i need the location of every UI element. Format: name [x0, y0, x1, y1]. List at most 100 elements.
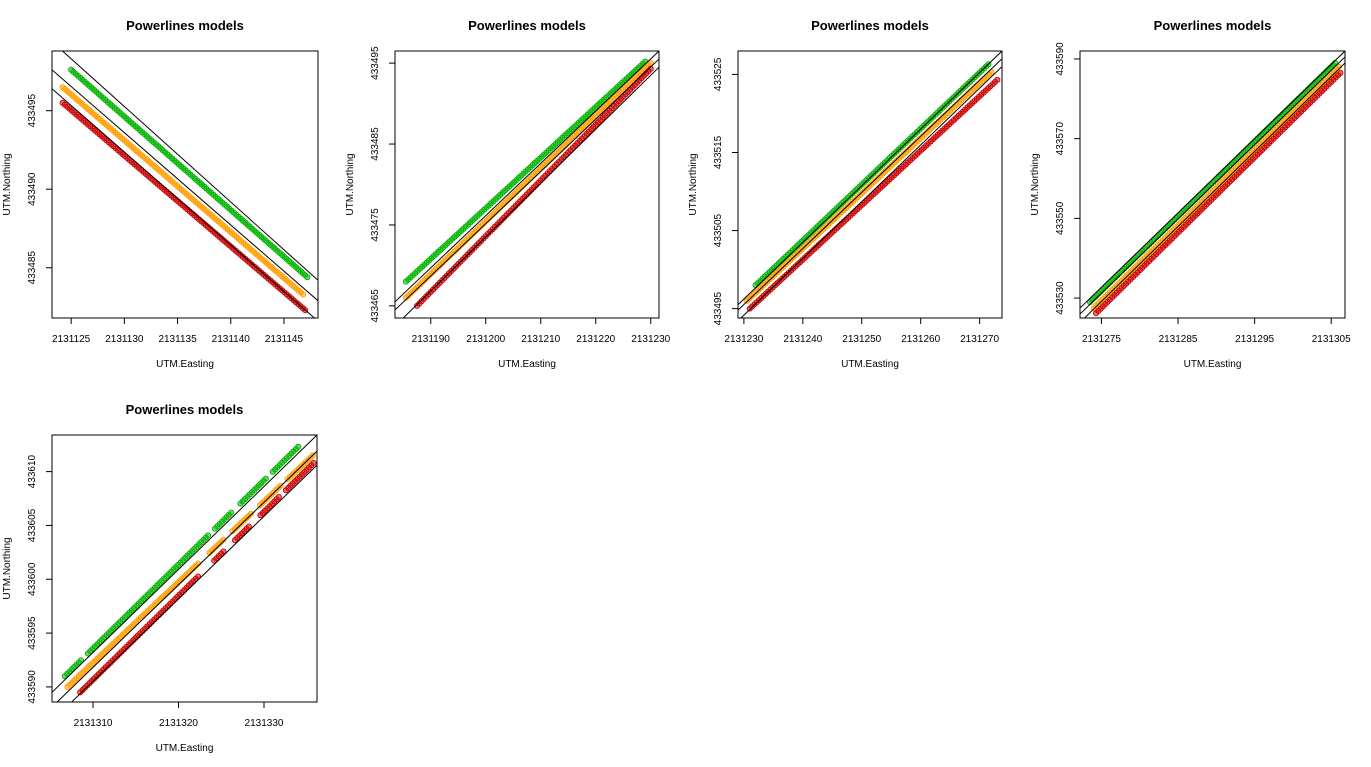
x-tick-label: 2131200 — [466, 334, 505, 345]
plot-frame — [1079, 50, 1346, 319]
plot-area — [52, 51, 318, 318]
series-green — [402, 58, 649, 285]
chart-title: Powerlines models — [126, 18, 244, 33]
x-tick-label: 2131145 — [265, 334, 304, 345]
y-tick-label: 433550 — [1055, 201, 1066, 235]
plot-frame — [394, 50, 660, 319]
data-point — [647, 60, 654, 67]
chart-title: Powerlines models — [811, 18, 929, 33]
x-tick-label: 2131210 — [521, 334, 560, 345]
series-green — [68, 66, 311, 281]
x-tick-label: 2131260 — [901, 334, 940, 345]
x-tick-label: 2131295 — [1235, 334, 1274, 345]
y-axis-label: UTM.Northing — [345, 153, 356, 215]
data-point — [262, 475, 269, 482]
chart-title: Powerlines models — [468, 18, 586, 33]
x-tick-label: 2131330 — [245, 718, 284, 729]
x-tick-label: 2131125 — [52, 334, 91, 345]
x-tick-label: 2131230 — [631, 334, 670, 345]
series-orange — [64, 452, 316, 690]
model-line — [395, 58, 659, 311]
y-tick-label: 433515 — [713, 135, 724, 169]
plot-panel-5: Powerlines models UTM.Easting UTM.Northing… — [2, 402, 318, 754]
plot-area — [738, 51, 1002, 318]
model-line — [402, 66, 659, 318]
y-axis-label: UTM.Northing — [2, 153, 13, 215]
y-tick-label: 433495 — [27, 94, 38, 128]
y-tick-label: 433485 — [27, 251, 38, 285]
y-tick-label: 433505 — [713, 213, 724, 247]
plot-area — [52, 435, 317, 702]
data-point — [220, 536, 227, 543]
y-tick-label: 433610 — [27, 454, 38, 488]
x-tick-label: 2131305 — [1312, 334, 1351, 345]
y-tick-label: 433475 — [370, 208, 381, 242]
model-line — [1080, 51, 1345, 309]
y-axis-label: UTM.Northing — [688, 153, 699, 215]
x-tick-label: 2131310 — [74, 718, 113, 729]
model-line — [56, 450, 317, 702]
x-tick-label: 2131270 — [960, 334, 999, 345]
plot-frame — [51, 434, 318, 703]
series-red — [59, 99, 309, 314]
y-tick-label: 433530 — [1055, 281, 1066, 315]
x-tick-label: 2131230 — [724, 334, 763, 345]
series-green — [1086, 59, 1339, 306]
x-axis-label: UTM.Easting — [156, 359, 214, 370]
series-green — [61, 443, 302, 680]
model-line — [738, 51, 1002, 306]
data-point — [205, 532, 212, 539]
model-line — [52, 88, 316, 318]
data-point — [245, 523, 252, 530]
plot-frame — [737, 50, 1003, 319]
data-point — [304, 274, 311, 281]
x-axis-label: UTM.Easting — [1184, 359, 1242, 370]
y-tick-label: 433525 — [713, 57, 724, 91]
plot-panel-4: Powerlines models UTM.Easting UTM.Northing… — [1030, 18, 1351, 370]
data-point — [300, 291, 307, 298]
y-tick-label: 433570 — [1055, 122, 1066, 156]
y-tick-label: 433595 — [27, 616, 38, 650]
y-tick-label: 433485 — [370, 127, 381, 161]
y-tick-label: 433465 — [370, 289, 381, 323]
plot-area — [395, 51, 659, 318]
x-axis-label: UTM.Easting — [841, 359, 899, 370]
x-tick-label: 2131275 — [1082, 334, 1121, 345]
model-line — [61, 51, 318, 281]
y-tick-label: 433490 — [27, 172, 38, 206]
y-tick-label: 433495 — [370, 46, 381, 80]
plot-panel-3: Powerlines models UTM.Easting UTM.Northing… — [688, 18, 1003, 370]
x-tick-label: 2131320 — [159, 718, 198, 729]
plot-panel-2: Powerlines models UTM.Easting UTM.Northing… — [345, 18, 671, 370]
data-point — [247, 510, 254, 517]
y-tick-label: 433600 — [27, 562, 38, 596]
model-line — [52, 69, 318, 302]
model-line — [52, 435, 317, 693]
data-point — [1337, 69, 1344, 76]
series-red — [1093, 69, 1344, 317]
y-axis-label: UTM.Northing — [1030, 153, 1041, 215]
x-tick-label: 2131140 — [212, 334, 251, 345]
series-red — [77, 459, 317, 696]
y-tick-label: 433605 — [27, 508, 38, 542]
x-tick-label: 2131130 — [105, 334, 144, 345]
model-line — [1080, 56, 1345, 315]
x-tick-label: 2131220 — [576, 334, 615, 345]
data-point — [295, 443, 302, 450]
data-point — [994, 76, 1001, 83]
data-point — [220, 548, 227, 555]
x-tick-label: 2131240 — [783, 334, 822, 345]
chart-title: Powerlines models — [1154, 18, 1272, 33]
model-line — [71, 464, 317, 702]
data-point — [77, 657, 85, 664]
model-line — [740, 66, 1002, 318]
plot-area — [1080, 51, 1345, 318]
plot-panel-1: Powerlines models UTM.Easting UTM.Northing… — [2, 18, 319, 370]
series-green — [752, 61, 992, 289]
data-point — [195, 573, 202, 580]
data-point — [275, 493, 282, 501]
y-tick-label: 433590 — [27, 670, 38, 704]
model-line — [395, 51, 659, 303]
data-point — [310, 459, 317, 467]
